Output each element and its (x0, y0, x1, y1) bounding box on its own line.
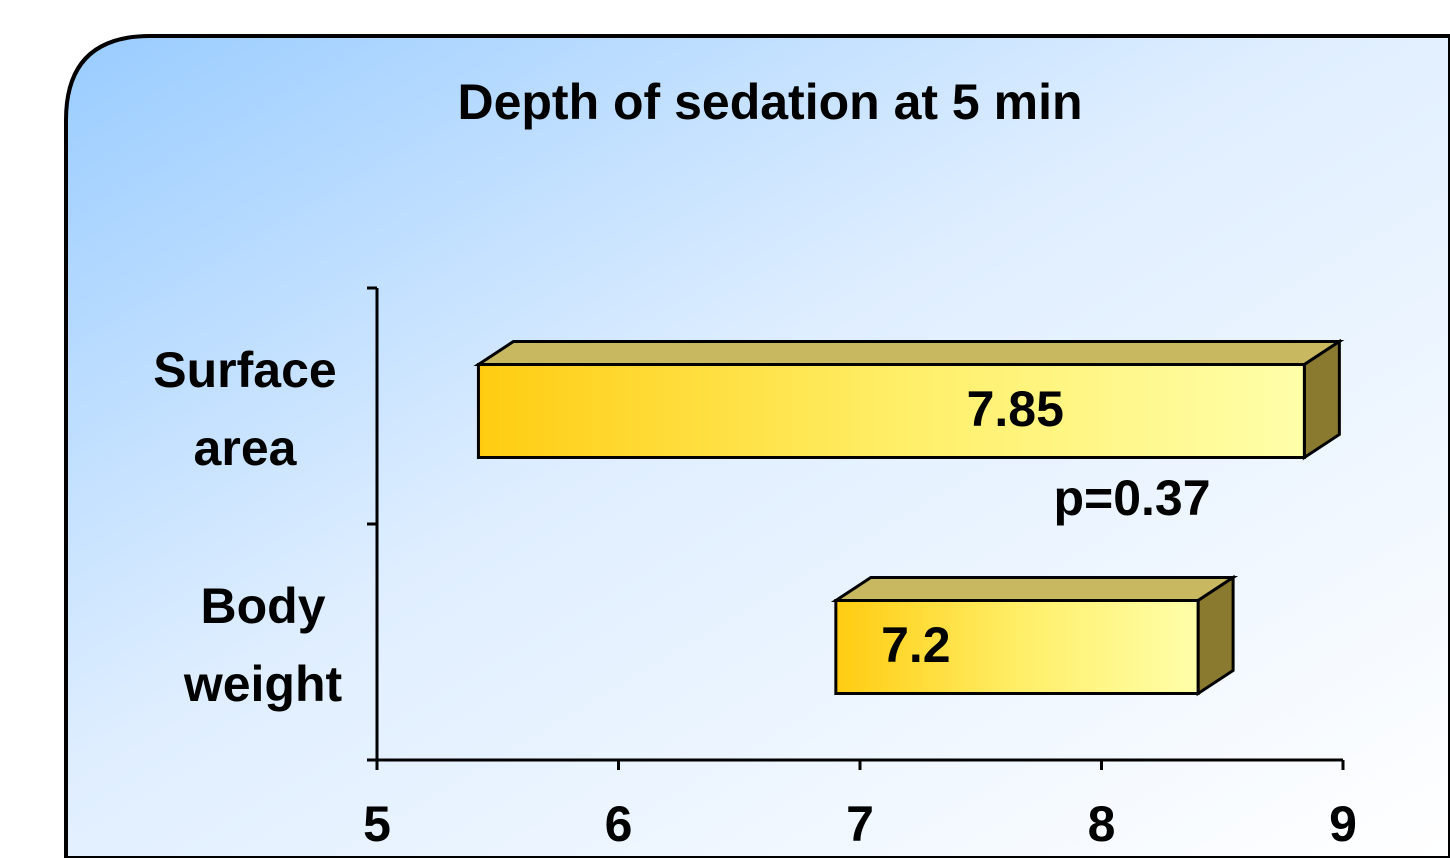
x-tick-label: 9 (1329, 796, 1357, 852)
bar-part (834, 599, 1200, 695)
bar (473, 338, 1345, 461)
bar-part (830, 576, 1239, 602)
x-tick-label: 8 (1088, 796, 1116, 852)
bar (830, 574, 1239, 697)
x-tick-label: 5 (363, 796, 391, 852)
bar-part (476, 363, 1306, 459)
chart-title: Depth of sedation at 5 min (457, 74, 1082, 130)
y-tick-label: Body weight (183, 578, 343, 712)
x-tick-label: 7 (846, 796, 874, 852)
y-tick-label: Surface area (153, 342, 337, 476)
annotation: p=0.37 (1053, 470, 1210, 526)
bar-part (473, 340, 1345, 366)
x-tick-label: 6 (605, 796, 633, 852)
data-label: 7.85 (967, 381, 1064, 437)
data-label: 7.2 (881, 617, 951, 673)
